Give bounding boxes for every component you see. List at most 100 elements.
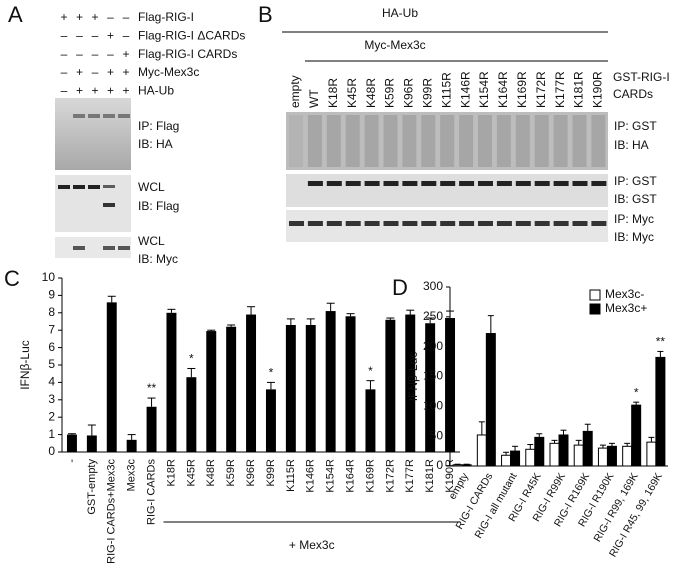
sign: – (123, 10, 130, 24)
bar (558, 434, 569, 467)
blot-band (383, 115, 398, 167)
x-tick-label: GST-empty (86, 459, 98, 515)
blot-band (459, 181, 475, 186)
blot-band (364, 115, 379, 167)
y-tick-label: 6 (48, 340, 55, 354)
bar (166, 312, 177, 452)
blot-band (345, 181, 361, 186)
y-tick-label: 4 (48, 375, 55, 389)
x-tick-label: K172R (384, 459, 396, 493)
blot-band (515, 221, 531, 226)
blot-images (55, 98, 608, 258)
y-tick-label: 2 (48, 409, 55, 423)
bar (525, 448, 536, 467)
blot-band (73, 114, 85, 118)
sign: + (107, 28, 114, 42)
legend-swatch (589, 303, 601, 315)
lane-label: WT (307, 89, 321, 108)
lane-label: K115R (439, 72, 453, 108)
sign: – (123, 28, 130, 42)
blot-label: IB: Myc (138, 252, 178, 266)
y-tick-label: 3 (48, 392, 55, 406)
blot-label: IB: HA (614, 138, 649, 152)
panel-label: A (8, 2, 23, 27)
x-tick-label: K45R (185, 459, 197, 487)
blot-band (326, 115, 341, 167)
bar (606, 445, 617, 467)
blot-band (496, 221, 512, 226)
blot-band (515, 115, 530, 167)
x-tick-label: Mex3c (126, 459, 138, 492)
lane-label: K18R (326, 78, 340, 108)
bar (345, 316, 356, 452)
bar (510, 450, 521, 467)
blot-band (478, 221, 493, 226)
blot (55, 237, 131, 258)
sign: + (107, 83, 114, 97)
x-tick-label: K115R (285, 459, 297, 492)
x-tick-label: RIG-I CARDs (145, 459, 157, 526)
sign: + (76, 83, 83, 97)
blot-band (307, 221, 323, 226)
lane-label: K154R (477, 71, 491, 108)
blot-label: IP: Myc (614, 212, 654, 226)
bar (126, 439, 137, 452)
blot-band (402, 115, 417, 167)
bar (582, 430, 593, 467)
blot-band (307, 115, 322, 167)
lane-label: K172R (534, 71, 548, 108)
legend-swatch (589, 289, 601, 301)
y-tick-label: 1 (48, 427, 55, 441)
x-tick-label: K164R (344, 459, 356, 493)
blot-band (73, 185, 85, 189)
blot-band (364, 181, 380, 186)
blot-band (383, 181, 399, 186)
bar (86, 435, 97, 452)
panel-label: B (258, 2, 273, 27)
blot-band (459, 115, 474, 167)
blot-band (421, 221, 437, 226)
blot-band (88, 185, 100, 189)
blot-band (534, 115, 549, 167)
blot-band (118, 114, 130, 118)
row-label: Flag-RIG-I CARDs (138, 47, 237, 61)
sign: – (92, 65, 99, 79)
y-tick-label: 7 (48, 322, 55, 336)
blot-label: IB: Myc (614, 230, 654, 244)
row-label: Flag-RIG-I (138, 10, 194, 24)
lane-label: K59R (383, 78, 397, 108)
construct-label: GST-RIG-I (613, 70, 670, 84)
sign: – (107, 47, 114, 61)
y-tick-label: 300 (423, 279, 443, 293)
blot-band (402, 221, 418, 226)
lane-label: empty (288, 75, 302, 108)
bar (325, 311, 336, 452)
x-tick-label: RIG-I CARDs+Mex3c (106, 459, 118, 564)
significance: * (189, 352, 194, 366)
lane-label: K96R (402, 78, 416, 108)
legend-label: Mex3c+ (605, 301, 647, 315)
blot-band (326, 181, 342, 186)
bar (206, 331, 217, 452)
construct-label: CARDs (613, 87, 653, 101)
lane-label: K169R (515, 71, 529, 108)
sign: – (92, 28, 99, 42)
x-tick-label: - (66, 459, 78, 463)
bar (365, 389, 376, 452)
blot-label: IP: GST (614, 119, 657, 133)
blot-band (345, 221, 361, 226)
bracket-label: + Mex3c (289, 538, 335, 552)
y-tick-label: 0 (436, 458, 443, 472)
bar (305, 324, 316, 452)
x-tick-label: K154R (325, 459, 337, 493)
blot-band (383, 221, 399, 226)
blot-band (364, 221, 380, 226)
lane-label: K190R (591, 71, 605, 108)
significance: * (269, 366, 274, 380)
bar (549, 442, 560, 467)
blot-band (478, 181, 493, 186)
blot-band (591, 181, 607, 186)
x-tick-label: K177R (404, 459, 416, 493)
blot (286, 174, 608, 207)
